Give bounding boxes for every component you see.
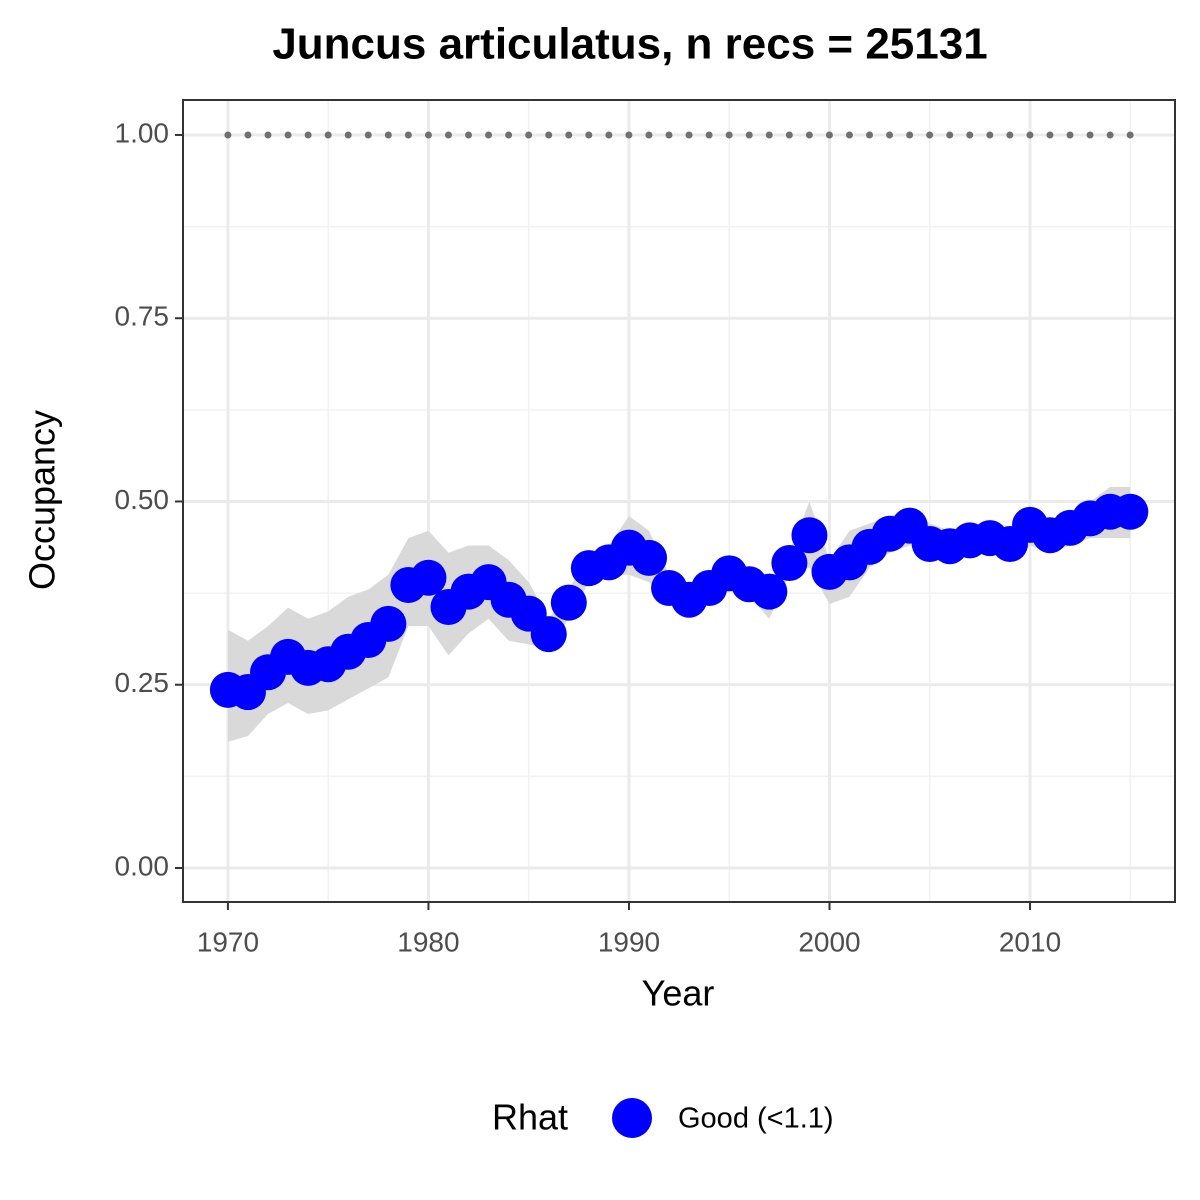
point [631, 539, 668, 576]
confidence-ribbon [227, 486, 1131, 742]
point [370, 605, 407, 642]
legend-title: Rhat [492, 1097, 568, 1138]
panel-border [182, 99, 1176, 903]
point [410, 559, 447, 596]
y-tick-label: 0.50 [115, 484, 170, 515]
x-tick-label: 1980 [397, 926, 459, 957]
legend-key [612, 1098, 652, 1138]
x-axis-label: Year [642, 973, 715, 1014]
legend-label: Good (<1.1) [678, 1103, 834, 1135]
y-tick-label: 0.75 [115, 301, 170, 332]
chart-title: Juncus articulatus, n recs = 25131 [272, 20, 987, 69]
y-tick-label: 0.00 [115, 850, 170, 881]
y-axis-label: Occupancy [22, 410, 63, 590]
point [530, 616, 567, 653]
x-tick-label: 1970 [197, 926, 259, 957]
x-tick-label: 2010 [999, 926, 1061, 957]
point [771, 545, 808, 582]
y-tick-label: 0.25 [115, 667, 170, 698]
point [791, 517, 828, 554]
x-tick-label: 2000 [798, 926, 860, 957]
point [550, 584, 587, 621]
y-tick-label: 1.00 [115, 117, 170, 148]
x-tick-label: 1990 [598, 926, 660, 957]
point [1112, 493, 1149, 530]
point [751, 573, 788, 610]
